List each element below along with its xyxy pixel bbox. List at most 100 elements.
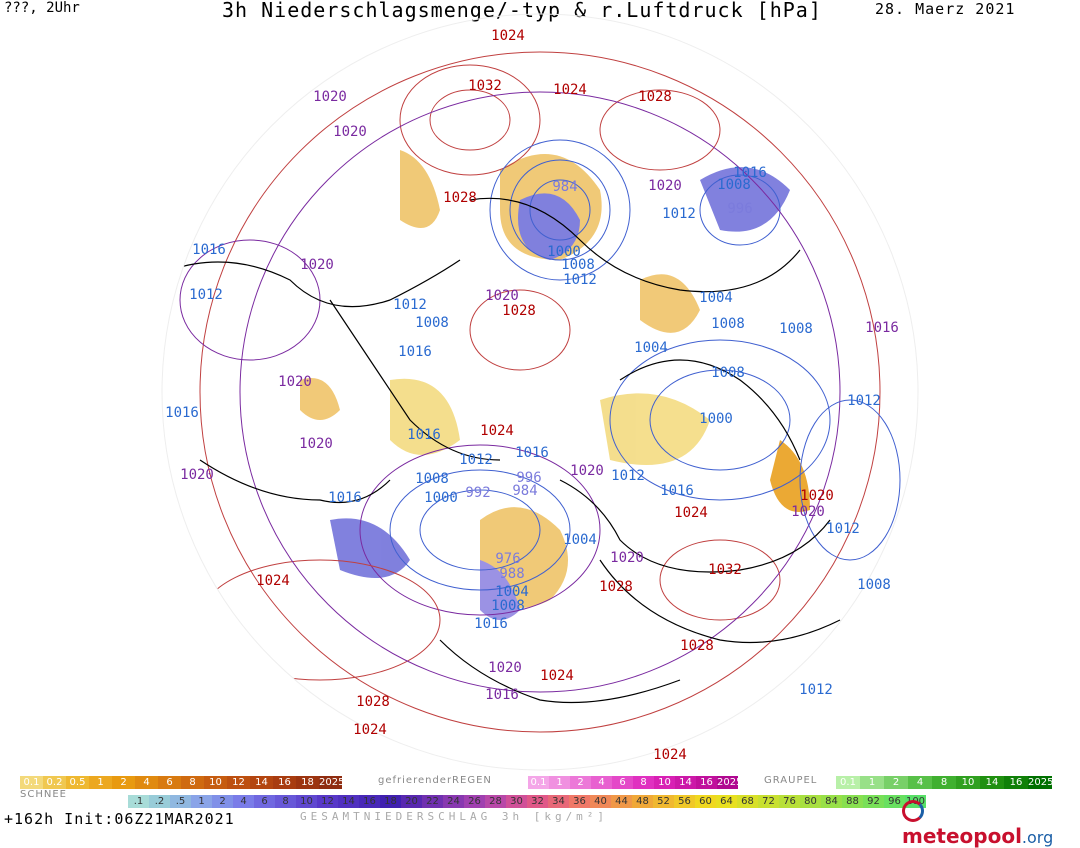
- pressure-label: 1016: [192, 242, 226, 258]
- pressure-label: 1012: [799, 682, 833, 698]
- legend-swatch: 8: [932, 776, 956, 789]
- legend-swatch: 36: [569, 795, 590, 808]
- pressure-label: 1016: [733, 165, 767, 181]
- legend-swatch: 30: [506, 795, 527, 808]
- pressure-label: 1004: [634, 340, 668, 356]
- pressure-label: 1008: [491, 598, 525, 614]
- legend-swatch: 4: [908, 776, 932, 789]
- legend-swatch: 96: [884, 795, 905, 808]
- pressure-label: 988: [499, 566, 524, 582]
- pressure-label: 1028: [356, 694, 390, 710]
- pressure-label: 984: [512, 483, 537, 499]
- pressure-label: 1016: [165, 405, 199, 421]
- pressure-label: 1028: [599, 579, 633, 595]
- legend-swatch: 16: [273, 776, 296, 789]
- pressure-label: 1032: [468, 78, 502, 94]
- freezing-rain-legend: 0.1 1 2 4 6 8 10 14 16 2025+: [528, 776, 751, 789]
- pressure-label: 1024: [540, 668, 574, 684]
- pressure-label: 1016: [485, 687, 519, 703]
- pressure-label: 1020: [800, 488, 834, 504]
- map-disc: [169, 51, 901, 733]
- pressure-label: 1012: [847, 393, 881, 409]
- pressure-label: 1028: [638, 89, 672, 105]
- legend-swatch: 72: [758, 795, 779, 808]
- legend-swatch: 8: [633, 776, 654, 789]
- pressure-label: 1020: [313, 89, 347, 105]
- pressure-label: 976: [495, 551, 520, 567]
- pressure-label: 1004: [699, 290, 733, 306]
- legend-swatch: 0.1: [836, 776, 860, 789]
- legend-swatch: 60: [695, 795, 716, 808]
- meteopool-logo[interactable]: meteopool.org: [902, 800, 1080, 848]
- graupel-legend: 0.1 1 2 4 8 10 14 16 2025+: [836, 776, 1062, 789]
- legend-swatch: 22: [422, 795, 443, 808]
- pressure-label: 1016: [660, 483, 694, 499]
- pressure-label: 1020: [180, 467, 214, 483]
- pressure-label: 1000: [699, 411, 733, 427]
- legend-swatch: 92: [863, 795, 884, 808]
- pressure-label: 996: [727, 201, 752, 217]
- legend-swatch: 6: [254, 795, 275, 808]
- legend-swatch: 26: [464, 795, 485, 808]
- legend-swatch: 44: [611, 795, 632, 808]
- pressure-label: 1012: [563, 272, 597, 288]
- logo-icon: [902, 800, 924, 822]
- legend-swatch: 12: [227, 776, 250, 789]
- legend-swatch: 2025+: [1028, 776, 1062, 789]
- legend-swatch: 14: [250, 776, 273, 789]
- legend-swatch: 18: [296, 776, 319, 789]
- legend-swatch: 80: [800, 795, 821, 808]
- pressure-label: 1012: [611, 468, 645, 484]
- legend-swatch: 2: [212, 795, 233, 808]
- legend-swatch: 8: [275, 795, 296, 808]
- pressure-label: 1024: [256, 573, 290, 589]
- legend-swatch: 1: [191, 795, 212, 808]
- init-run-info: +162h Init:06Z21MAR2021: [4, 810, 235, 828]
- pressure-label: 1008: [717, 177, 751, 193]
- pressure-label: 1016: [515, 445, 549, 461]
- pressure-label: 1008: [857, 577, 891, 593]
- snow-legend: 0.1 0.2 0.5 1 2 4 6 8 10 12 14 16 18 2025+: [20, 776, 353, 789]
- pressure-label: 1008: [779, 321, 813, 337]
- pressure-label: 984: [552, 179, 577, 195]
- legend-swatch: 88: [842, 795, 863, 808]
- legend-swatch: .2: [149, 795, 170, 808]
- precipitation-areas: [300, 150, 810, 620]
- legend-swatch: 34: [548, 795, 569, 808]
- pressure-label: 996: [516, 470, 541, 486]
- legend-swatch: 12: [317, 795, 338, 808]
- total-precip-label: GESAMTNIEDERSCHLAG 3h [kg/m²]: [300, 810, 609, 823]
- legend-swatch: 40: [590, 795, 611, 808]
- pressure-label: 1020: [648, 178, 682, 194]
- pressure-label: 1016: [865, 320, 899, 336]
- isobars: [179, 51, 901, 733]
- legend-swatch: 0.5: [66, 776, 89, 789]
- pressure-label: 1008: [415, 471, 449, 487]
- legend-swatch: 16: [359, 795, 380, 808]
- legend-swatch: 84: [821, 795, 842, 808]
- legend-swatch: 14: [980, 776, 1004, 789]
- total-precip-legend: .1.2.5 1 2 4 6 8 10 12 14 16 18 20 22 24 26 28 30 32 34 36 4…: [128, 795, 926, 808]
- legend-swatch: 4: [591, 776, 612, 789]
- coastlines: [169, 197, 841, 704]
- pressure-label: 1012: [662, 206, 696, 222]
- freezing-rain-label: gefrierenderREGEN: [378, 775, 492, 786]
- legend-swatch: 16: [1004, 776, 1028, 789]
- pressure-label: 1020: [333, 124, 367, 140]
- legend-swatch: 10: [296, 795, 317, 808]
- legend-swatch: 2: [112, 776, 135, 789]
- legend-swatch: 18: [380, 795, 401, 808]
- legend-swatch: 0.1: [528, 776, 549, 789]
- pressure-label: 1020: [300, 257, 334, 273]
- legend-swatch: 76: [779, 795, 800, 808]
- pressure-label: 1020: [610, 550, 644, 566]
- legend-swatch: 8: [181, 776, 204, 789]
- pressure-label: 1000: [424, 490, 458, 506]
- legend-swatch: 10: [204, 776, 227, 789]
- pressure-label: 1020: [570, 463, 604, 479]
- pressure-label: 1020: [485, 288, 519, 304]
- legend-swatch: 6: [612, 776, 633, 789]
- legend-swatch: 64: [716, 795, 737, 808]
- pressure-label: 1008: [561, 257, 595, 273]
